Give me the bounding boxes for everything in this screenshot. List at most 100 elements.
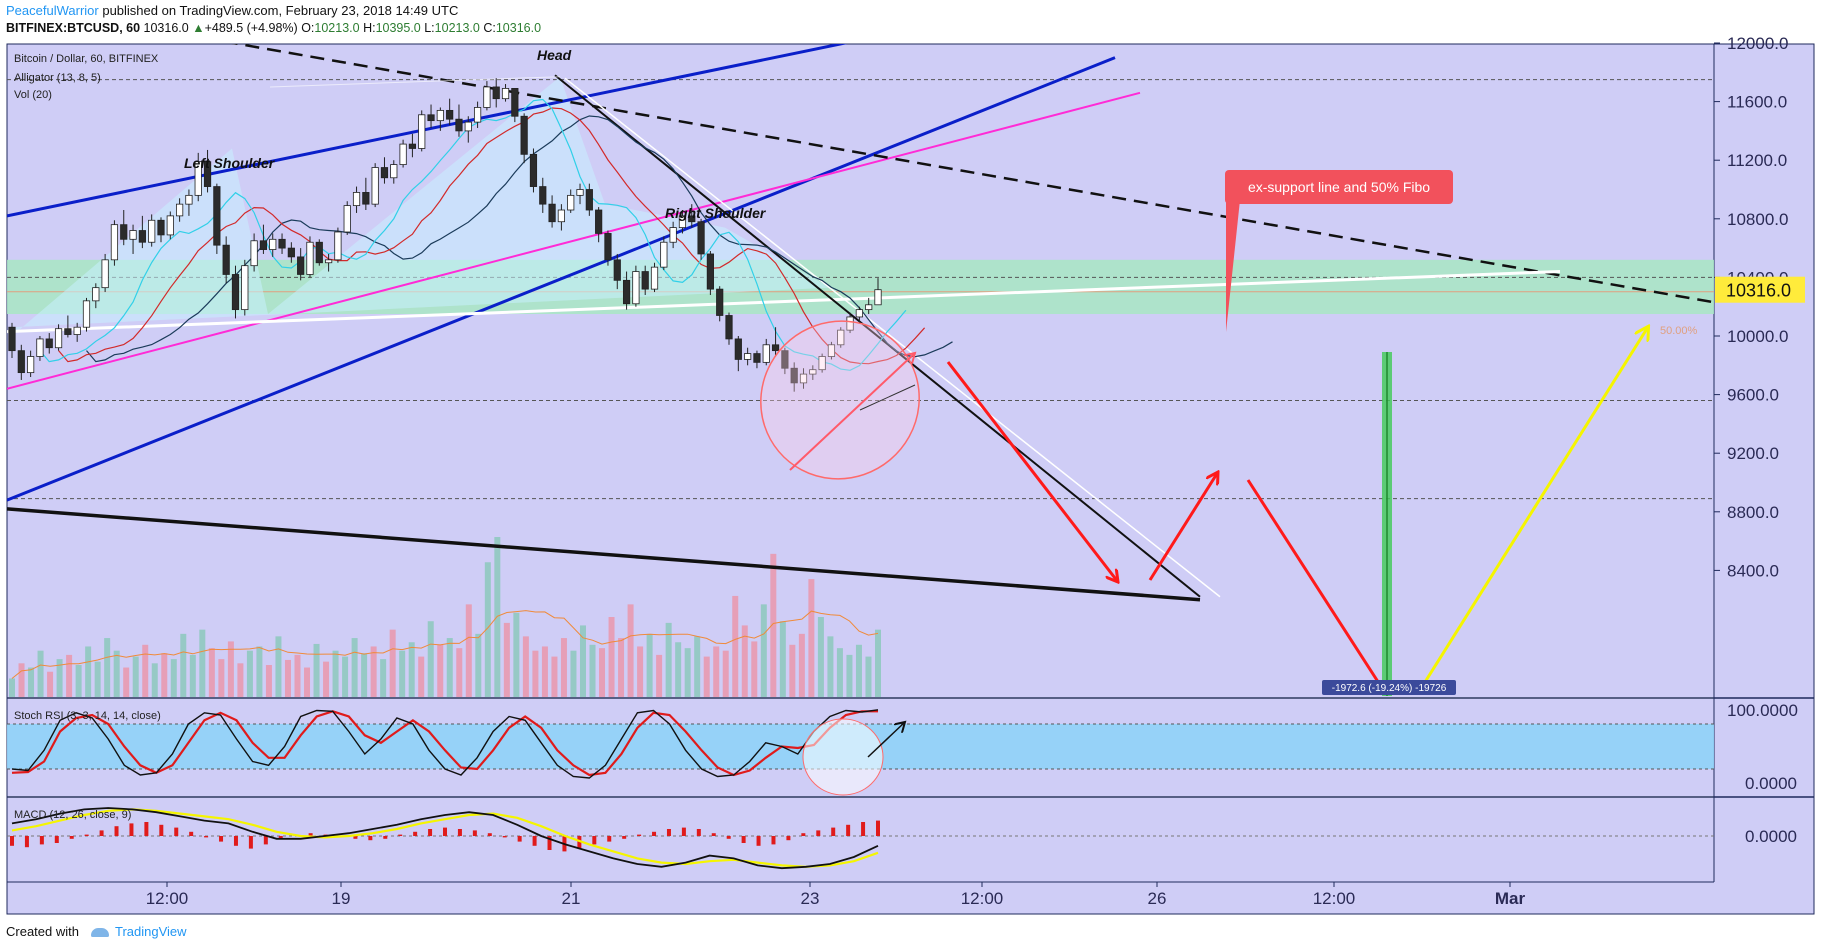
candle-up xyxy=(418,114,426,149)
alligator-lines xyxy=(39,98,953,371)
legend-symbol: Bitcoin / Dollar, 60, BITFINEX xyxy=(14,53,159,65)
candle-down xyxy=(539,186,547,205)
price-tick-label: 9600.0 xyxy=(1727,386,1779,405)
time-axis-background xyxy=(7,882,1714,914)
time-tick-label: 21 xyxy=(562,889,581,908)
open-label: O: xyxy=(301,21,315,35)
candle-down xyxy=(380,167,389,179)
macd-hist-bar xyxy=(204,836,209,838)
price-tick-label: 8400.0 xyxy=(1727,561,1779,580)
volume-bar xyxy=(446,638,453,697)
candle-down xyxy=(64,328,72,335)
candle-up xyxy=(809,369,817,375)
macd-hist-bar xyxy=(831,827,836,836)
short-trend-line xyxy=(859,384,916,411)
volume-bar xyxy=(789,644,796,697)
volume-bar xyxy=(713,646,720,697)
volume-bar xyxy=(75,665,82,697)
high-label: H: xyxy=(363,21,376,35)
callout-text: ex-support line and 50% Fibo xyxy=(1248,179,1430,195)
tradingview-link[interactable]: TradingView xyxy=(115,924,187,939)
volume-bar xyxy=(541,646,548,697)
candle-down xyxy=(455,118,463,132)
volume-bar xyxy=(370,646,377,697)
high-value: 10395.0 xyxy=(375,21,421,35)
fibo-50-label: 50.00% xyxy=(1660,325,1698,337)
candle-up xyxy=(501,88,510,100)
candle-down xyxy=(427,114,435,122)
volume-bar xyxy=(694,636,701,697)
candle-down xyxy=(613,259,621,281)
volume-bar xyxy=(389,629,396,697)
candle-up xyxy=(334,231,342,261)
volume-bar xyxy=(770,553,777,697)
candle-down xyxy=(641,271,649,290)
low-label: L: xyxy=(424,21,435,35)
volume-bar xyxy=(189,654,196,697)
callout-box xyxy=(1225,170,1453,204)
macd-hist-bar xyxy=(741,836,746,843)
candle-down xyxy=(120,224,128,240)
volume-bar xyxy=(18,663,25,697)
macd-pane: MACD (12, 26, close, 9) xyxy=(7,807,1714,870)
macd-hist-bar xyxy=(696,829,701,836)
white-downtrend-line xyxy=(564,77,1221,598)
candle-down xyxy=(585,189,593,211)
volume-bar xyxy=(380,659,387,697)
candle-down xyxy=(231,274,240,311)
volume-bar xyxy=(579,625,586,697)
macd-hist-bar xyxy=(10,836,14,846)
last-price-tag xyxy=(1715,276,1805,303)
candle-down xyxy=(753,353,761,363)
volume-bar xyxy=(218,659,225,697)
close-label: C: xyxy=(483,21,496,35)
drop-arrow-2 xyxy=(1246,479,1384,689)
volume-bar xyxy=(656,654,663,697)
volume-bar xyxy=(323,661,330,697)
volume-bar xyxy=(246,650,253,697)
macd-hist-bar xyxy=(144,822,149,836)
drawings xyxy=(760,170,1648,696)
candle-down xyxy=(157,219,165,236)
text-labels: Bitcoin / Dollar, 60, BITFINEX Alligator … xyxy=(14,47,1698,695)
macd-hist-bar xyxy=(248,836,253,849)
volume-bar xyxy=(808,579,815,697)
candle-down xyxy=(297,256,305,275)
ticker-header: BITFINEX:BTCUSD, 60 10316.0 ▲+489.5 (+4.… xyxy=(6,21,541,35)
volume-bar xyxy=(142,644,149,697)
candle-down xyxy=(17,350,25,374)
measure-label-box xyxy=(1322,680,1456,695)
volume-bar xyxy=(456,648,463,697)
volume-bar xyxy=(560,638,567,697)
volume-bar xyxy=(284,659,291,697)
candle-up xyxy=(399,143,407,165)
candle-up xyxy=(325,259,333,264)
volume-bar xyxy=(599,648,606,697)
volume-bar xyxy=(675,642,682,697)
macd-hist-bar xyxy=(637,834,642,836)
legend-alligator: Alligator (13, 8, 5) xyxy=(14,72,101,84)
macd-hist-bar xyxy=(666,829,671,836)
volume-bar xyxy=(637,646,644,697)
candle-down xyxy=(492,86,500,100)
macd-pane-background xyxy=(7,798,1714,882)
candle-up xyxy=(250,240,258,267)
callout-pointer xyxy=(1226,200,1240,332)
macd-hist-bar xyxy=(517,836,522,842)
volume-bar xyxy=(703,656,710,697)
volume-bar xyxy=(522,636,529,697)
volume-bar xyxy=(760,604,767,697)
candle-down xyxy=(408,143,417,149)
author-link[interactable]: PeacefulWarrior xyxy=(6,3,99,18)
tradingview-logo-icon xyxy=(90,928,109,938)
volume-bar xyxy=(513,612,520,697)
volume-bar xyxy=(732,595,739,697)
candle-down xyxy=(716,288,724,316)
candle-up xyxy=(129,230,137,240)
change-up-icon: ▲ xyxy=(192,21,205,35)
macd-hist-bar xyxy=(159,824,164,836)
volume-bar xyxy=(484,562,491,697)
volume-bar xyxy=(123,667,130,697)
low-value: 10213.0 xyxy=(434,21,480,35)
macd-hist-bar xyxy=(129,823,134,836)
